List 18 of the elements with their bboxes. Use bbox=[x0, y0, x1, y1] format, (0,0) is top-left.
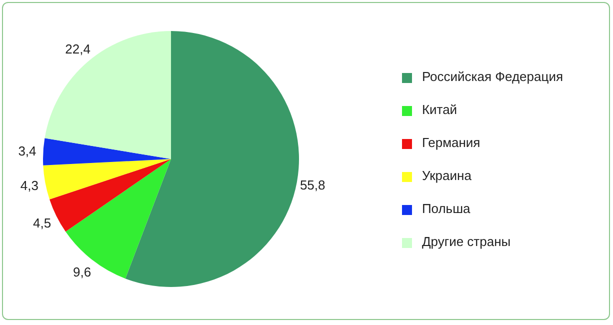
pie-slice bbox=[50, 159, 171, 232]
data-label: 9,6 bbox=[72, 264, 92, 280]
data-label: 4,5 bbox=[33, 216, 52, 231]
data-label: 55,8 bbox=[300, 178, 326, 193]
pie-slice bbox=[44, 31, 171, 159]
legend-label: Украина bbox=[422, 168, 472, 183]
legend-label: Германия bbox=[422, 135, 480, 150]
pie-slice bbox=[43, 138, 171, 166]
pie-slice bbox=[43, 159, 171, 200]
data-label: 3,4 bbox=[18, 143, 36, 158]
data-label: 22,4 bbox=[65, 42, 90, 57]
legend-label: Китай bbox=[422, 102, 458, 117]
legend-label: Российская Федерация bbox=[422, 69, 563, 84]
pie-slice bbox=[125, 31, 299, 287]
legend-label: Другие страны bbox=[422, 234, 511, 249]
data-label: 4,3 bbox=[20, 178, 39, 194]
pie-slice bbox=[66, 159, 171, 279]
legend-label: Польша bbox=[422, 201, 470, 216]
